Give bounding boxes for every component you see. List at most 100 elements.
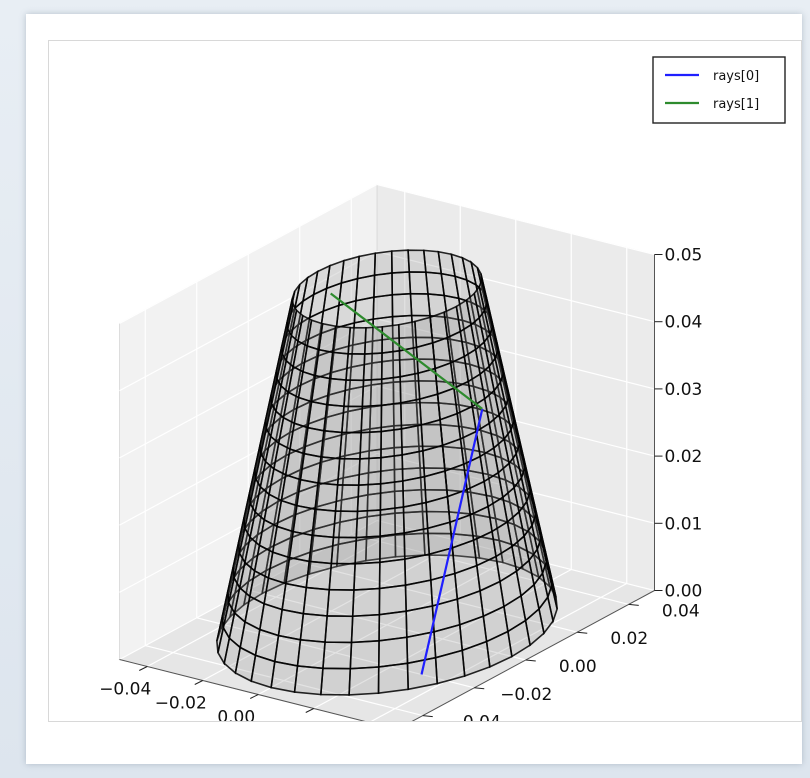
surface-face	[362, 352, 383, 382]
surface-face	[328, 351, 349, 381]
figure-panel: −0.04−0.020.000.020.04−0.04−0.020.000.02…	[48, 40, 802, 756]
surface-face	[379, 506, 405, 538]
grid-line	[119, 519, 378, 661]
z-tick-label: 0.02	[665, 447, 703, 467]
surface-face	[322, 641, 353, 670]
surface-face	[372, 293, 394, 321]
surface-face	[292, 504, 316, 537]
surface-face	[361, 378, 383, 408]
surface-face	[281, 582, 308, 615]
surface-face	[308, 534, 335, 565]
surface-face	[380, 375, 402, 407]
surface-face	[380, 428, 403, 459]
surface-face	[354, 535, 381, 565]
y-tick-mark	[628, 603, 639, 606]
surface-face	[284, 556, 311, 589]
y-tick-label: 0.00	[559, 657, 597, 677]
surface-face	[328, 562, 356, 591]
surface-face	[325, 377, 347, 408]
surface-face	[360, 404, 383, 434]
surface-face	[349, 639, 380, 670]
surface-face	[380, 401, 403, 433]
grid-line	[145, 645, 423, 717]
y-tick-label: −0.04	[449, 713, 501, 721]
surface-face	[348, 666, 380, 696]
z-tick-label: 0.04	[665, 313, 703, 333]
surface-face	[311, 508, 337, 539]
legend: rays[0] rays[1]	[652, 56, 786, 124]
surface-face	[340, 405, 364, 434]
y-tick-mark	[525, 659, 536, 662]
surface-face	[357, 456, 382, 487]
surface-face	[288, 530, 314, 563]
surface-face	[338, 431, 362, 460]
surface-face	[343, 379, 365, 408]
grid-line	[376, 183, 655, 256]
y-tick-label: 0.04	[662, 601, 700, 621]
surface-face	[355, 509, 382, 539]
surface-face	[320, 429, 343, 460]
surface-face	[326, 588, 355, 618]
surface-face	[330, 536, 358, 565]
surface-face	[353, 561, 381, 591]
legend-label-1: rays[1]	[713, 97, 759, 112]
surface-face	[324, 615, 354, 644]
surface-face	[299, 612, 328, 644]
surface-face	[317, 456, 341, 486]
surface-face	[347, 326, 367, 355]
z-tick-label: 0.01	[665, 514, 703, 534]
surface-face	[377, 662, 409, 695]
surface-face	[399, 398, 423, 430]
y-tick-label: 0.02	[610, 629, 648, 649]
surface-face	[331, 325, 352, 355]
surface-face	[350, 613, 381, 644]
surface-face	[379, 480, 405, 511]
surface-face	[356, 252, 377, 280]
surface-face	[270, 660, 299, 694]
surface-face	[319, 667, 352, 696]
grid-line	[119, 385, 378, 526]
grid-line	[119, 251, 378, 392]
grid-line	[119, 183, 378, 325]
surface-face	[373, 272, 394, 299]
surface-face	[336, 457, 361, 486]
y-tick-mark	[577, 631, 588, 634]
x-tick-label: 0.00	[217, 708, 255, 722]
surface-face	[332, 510, 359, 539]
y-tick-mark	[474, 687, 485, 690]
surface-face	[323, 403, 345, 434]
x-tick-mark	[139, 666, 148, 671]
x-tick-mark	[305, 708, 314, 713]
surface-face	[314, 482, 339, 512]
surface-face	[373, 250, 393, 277]
surface-face	[345, 353, 366, 382]
x-tick-label: −0.04	[99, 680, 151, 700]
cone-surface	[216, 249, 558, 696]
surface-face	[391, 292, 413, 318]
ray-lines	[330, 292, 484, 675]
surface-face	[380, 349, 401, 381]
chart-3d: −0.04−0.020.000.020.04−0.04−0.020.000.02…	[99, 56, 786, 756]
z-tick-label: 0.05	[665, 246, 703, 266]
x-tick-label: −0.02	[155, 694, 207, 714]
surface-face	[408, 271, 429, 295]
surface-face	[273, 634, 302, 667]
surface-face	[296, 638, 326, 670]
surface-face	[400, 424, 424, 456]
surface-face	[359, 430, 383, 460]
surface-face	[379, 454, 404, 485]
surface-face	[399, 372, 421, 404]
legend-label-0: rays[0]	[713, 69, 759, 84]
x-tick-mark	[250, 694, 259, 699]
surface-face	[334, 484, 360, 513]
z-tick-label: 0.03	[665, 380, 703, 400]
grid-line	[351, 533, 629, 605]
surface-face	[378, 610, 408, 642]
surface-face	[391, 271, 412, 296]
ray-line-1	[330, 292, 483, 410]
z-tick-label: 0.00	[665, 582, 703, 602]
legend-box	[652, 56, 786, 124]
y-tick-label: −0.02	[500, 685, 552, 705]
x-tick-mark	[194, 680, 203, 685]
